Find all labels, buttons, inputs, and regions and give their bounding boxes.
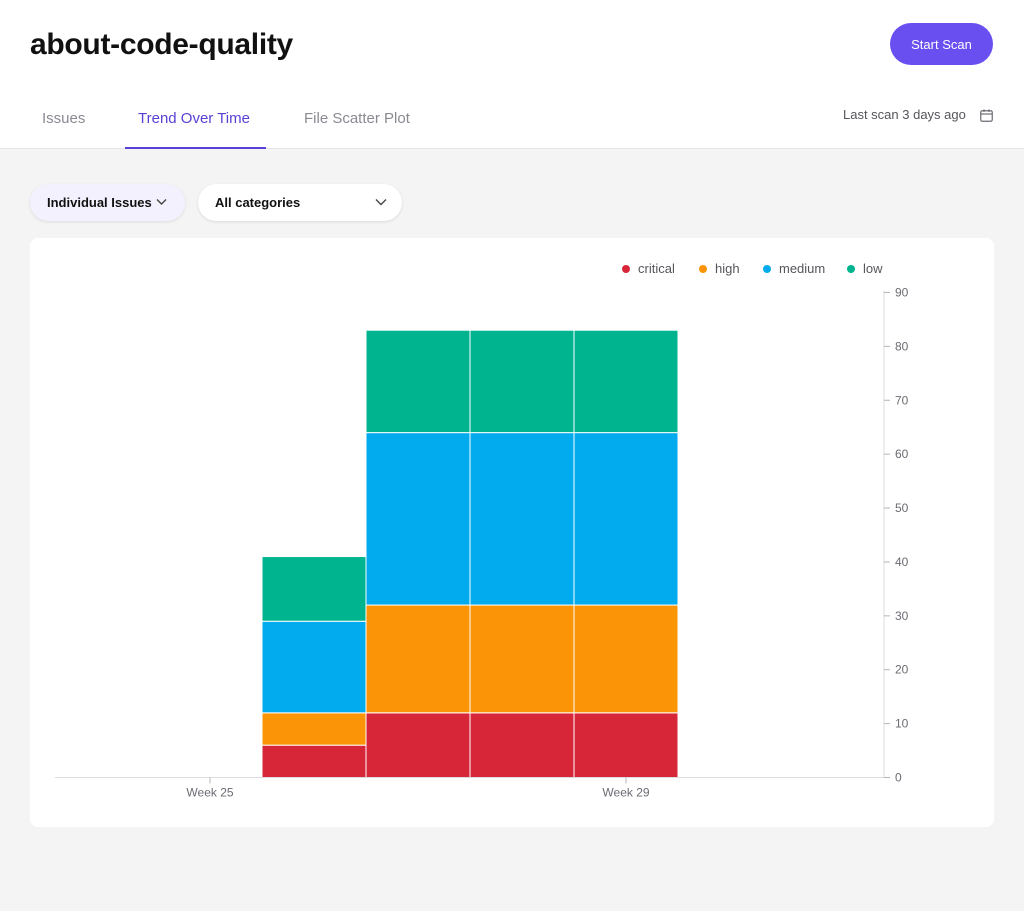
tab-file-scatter-plot[interactable]: File Scatter Plot xyxy=(304,110,410,127)
y-tick-label: 50 xyxy=(895,501,909,515)
y-tick-label: 30 xyxy=(895,609,909,623)
bar-segment-high[interactable] xyxy=(365,604,471,714)
legend-item-high[interactable]: high xyxy=(699,261,740,276)
legend-label: medium xyxy=(779,261,825,276)
bar-segment-critical[interactable] xyxy=(365,712,471,779)
tab-issues[interactable]: Issues xyxy=(42,110,86,127)
legend-swatch xyxy=(699,265,707,273)
trend-chart-card: Week 25 Week 29 0 10 20 30 40 50 60 70 80 90 critica… xyxy=(30,238,994,827)
trend-chart: Week 25 Week 29 0 10 20 30 40 50 60 70 80 90 critica… xyxy=(55,261,909,800)
start-scan-button[interactable]: Start Scan xyxy=(890,23,993,65)
chevron-down-icon xyxy=(156,199,167,205)
bar-segment-high[interactable] xyxy=(573,604,679,714)
y-tick-label: 20 xyxy=(895,663,909,677)
x-tick-label: Week 29 xyxy=(602,786,649,800)
bar-segment-low[interactable] xyxy=(261,556,367,622)
view-mode-dropdown[interactable]: Individual Issues xyxy=(30,184,185,221)
y-tick-label: 80 xyxy=(895,339,909,353)
y-tick-label: 10 xyxy=(895,717,909,731)
legend-swatch xyxy=(622,265,630,273)
calendar-icon[interactable] xyxy=(980,109,993,122)
legend-label: critical xyxy=(638,261,675,276)
tab-trend-over-time[interactable]: Trend Over Time xyxy=(138,110,250,127)
legend-label: high xyxy=(715,261,740,276)
bar-segment-high[interactable] xyxy=(261,712,367,746)
bar-segment-low[interactable] xyxy=(573,329,679,434)
bar-segment-critical[interactable] xyxy=(573,712,679,779)
y-tick-label: 90 xyxy=(895,286,909,300)
legend-item-low[interactable]: low xyxy=(847,261,883,276)
bar-segment-high[interactable] xyxy=(469,604,575,714)
y-tick-label: 40 xyxy=(895,555,909,569)
bar-segment-medium[interactable] xyxy=(469,432,575,606)
bar-segment-critical[interactable] xyxy=(261,744,367,778)
page-title: about-code-quality xyxy=(30,28,293,61)
chevron-down-icon xyxy=(375,199,387,206)
bar-segment-medium[interactable] xyxy=(573,432,679,606)
bar-segment-low[interactable] xyxy=(365,329,471,434)
category-dropdown[interactable]: All categories xyxy=(198,184,402,221)
x-tick-label: Week 25 xyxy=(186,786,233,800)
active-tab-indicator xyxy=(125,147,266,149)
y-tick-label: 60 xyxy=(895,447,909,461)
category-label: All categories xyxy=(215,195,301,210)
legend-swatch xyxy=(847,265,855,273)
legend-item-medium[interactable]: medium xyxy=(763,261,825,276)
legend-label: low xyxy=(863,261,883,276)
bar-segment-low[interactable] xyxy=(469,329,575,434)
y-tick-label: 0 xyxy=(895,771,902,785)
bar-segment-medium[interactable] xyxy=(261,620,367,714)
page-header: about-code-quality Start Scan Issues Tre… xyxy=(0,0,1024,149)
bar-segment-medium[interactable] xyxy=(365,432,471,606)
legend-item-critical[interactable]: critical xyxy=(622,261,675,276)
bar-segment-critical[interactable] xyxy=(469,712,575,779)
last-scan-text: Last scan 3 days ago xyxy=(843,107,966,122)
legend-swatch xyxy=(763,265,771,273)
y-tick-label: 70 xyxy=(895,393,909,407)
view-mode-label: Individual Issues xyxy=(47,195,152,210)
